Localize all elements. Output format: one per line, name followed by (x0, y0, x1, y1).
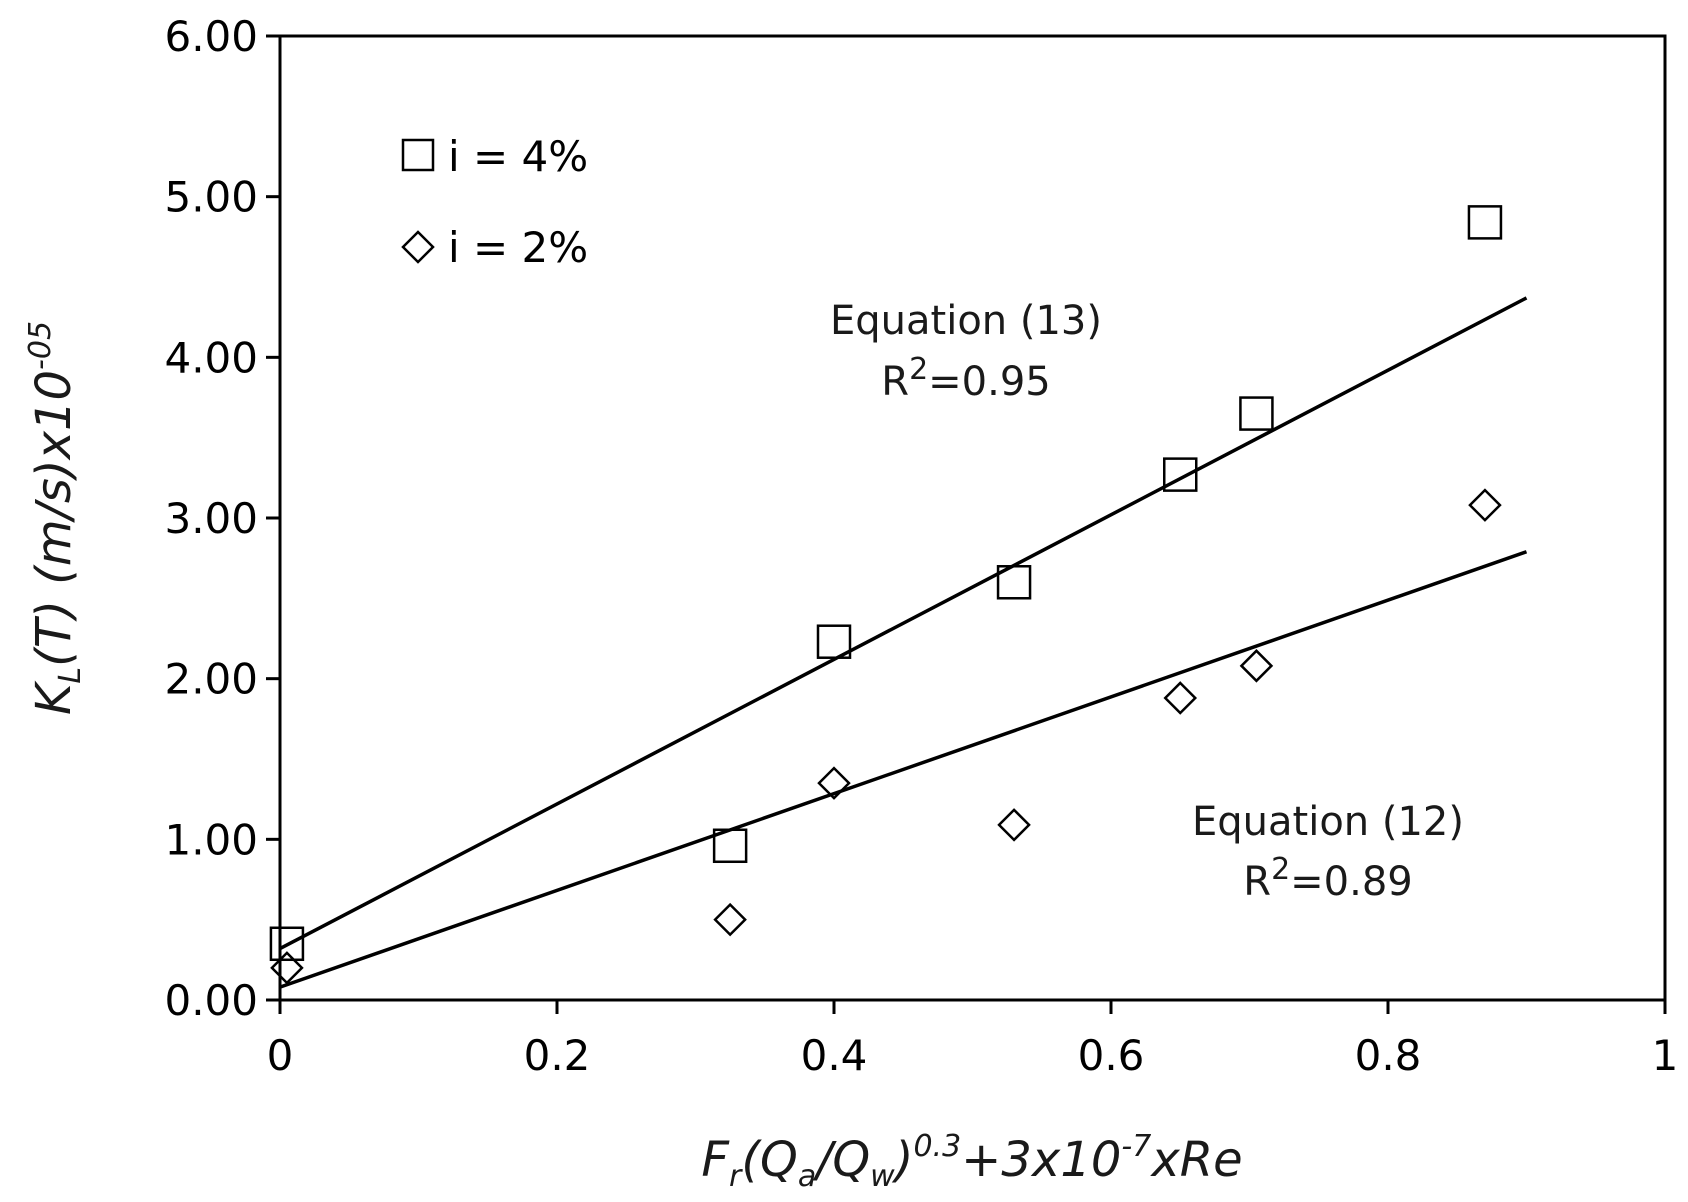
annotation-eq12: Equation (12) R2=0.89 (1192, 799, 1464, 905)
y-tick-label: 4.00 (164, 333, 258, 382)
annotation-eq12-title: Equation (12) (1192, 799, 1464, 845)
x-tick-label: 0.4 (801, 1031, 868, 1080)
data-point-square (996, 565, 1032, 600)
legend: i = 4% i = 2% (401, 132, 588, 272)
x-tick-label: 1 (1652, 1031, 1679, 1080)
annotation-eq13-r2: R2=0.95 (881, 352, 1050, 405)
data-point-square (712, 828, 748, 864)
data-point-square (1163, 457, 1198, 492)
x-tick-label: 0.2 (524, 1031, 591, 1080)
annotation-eq13-title: Equation (13) (830, 298, 1102, 344)
y-tick-label: 3.00 (164, 494, 258, 543)
y-tick-label: 0.00 (164, 976, 258, 1025)
data-point-diamond (997, 808, 1031, 842)
x-axis-title: Fr(Qa/Qw)0.3+3x10-7xRe (701, 1129, 1242, 1194)
data-markers (269, 205, 1503, 985)
x-tick-label: 0 (267, 1031, 294, 1080)
data-point-diamond (713, 902, 747, 937)
data-point-diamond (817, 766, 851, 800)
x-tick-label: 0.8 (1355, 1031, 1422, 1080)
fit-line-i2 (279, 550, 1528, 989)
annotation-eq12-r2: R2=0.89 (1243, 852, 1412, 905)
legend-label-i4: i = 4% (448, 132, 588, 181)
tick-labels: 0.00 1.00 2.00 3.00 4.00 5.00 6.00 0 0.2 0.4 0.6 0.… (164, 12, 1678, 1080)
data-point-square (1239, 396, 1274, 431)
y-axis-title: KL(T) (m/s)x10-05 (23, 321, 88, 715)
legend-diamond-icon (401, 230, 435, 264)
legend-square-icon (401, 138, 435, 172)
fit-line-i4 (279, 296, 1528, 951)
axis-ticks (266, 34, 1667, 1014)
data-point-square (816, 624, 852, 659)
fit-lines (279, 296, 1528, 989)
legend-label-i2: i = 2% (448, 223, 588, 272)
y-tick-label: 1.00 (164, 815, 258, 864)
data-point-diamond (1163, 681, 1198, 715)
x-tick-label: 0.6 (1078, 1031, 1145, 1080)
data-point-square (269, 926, 305, 962)
y-tick-label: 6.00 (164, 12, 258, 61)
annotation-eq13: Equation (13) R2=0.95 (830, 298, 1102, 405)
y-tick-label: 2.00 (164, 655, 258, 704)
data-point-diamond (270, 951, 304, 985)
data-point-square (1467, 205, 1503, 240)
data-point-diamond (1239, 649, 1274, 683)
y-tick-label: 5.00 (164, 173, 258, 222)
data-point-diamond (1468, 488, 1502, 522)
